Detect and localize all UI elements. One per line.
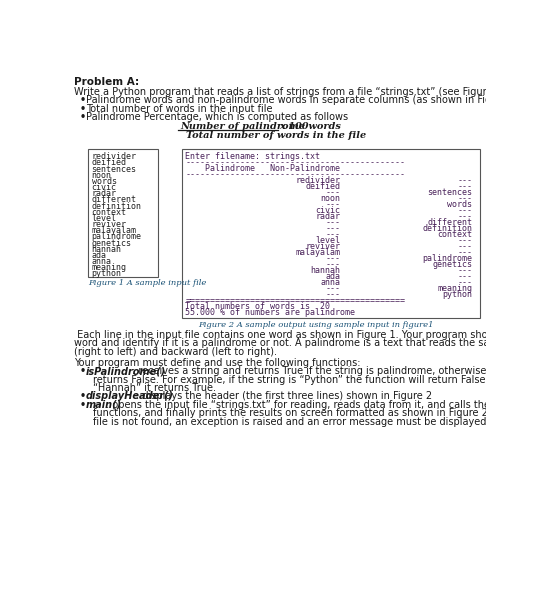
Text: Write a Python program that reads a list of strings from a file “strings.txt” (s: Write a Python program that reads a list… <box>73 87 540 97</box>
Text: different: different <box>91 196 137 204</box>
Text: ============================================: ========================================… <box>185 296 406 306</box>
Text: radar: radar <box>315 213 340 221</box>
Text: anna: anna <box>320 279 340 287</box>
Text: : opens the input file “strings.txt” for reading, reads data from it, and calls : : opens the input file “strings.txt” for… <box>106 400 529 410</box>
Text: --------------------------------------------: ----------------------------------------… <box>185 158 406 167</box>
Text: civic: civic <box>315 206 340 216</box>
Text: hannah: hannah <box>310 266 340 276</box>
Text: Enter filename: strings.txt: Enter filename: strings.txt <box>185 153 320 161</box>
Text: malayalam: malayalam <box>295 249 340 257</box>
Text: ---: --- <box>457 176 472 186</box>
Text: words: words <box>447 200 472 209</box>
Text: ---: --- <box>325 230 340 239</box>
Text: palindrome: palindrome <box>422 254 472 263</box>
Text: deified: deified <box>305 183 340 191</box>
Text: •: • <box>80 400 86 410</box>
Text: reviver: reviver <box>91 220 126 229</box>
Text: definition: definition <box>422 224 472 233</box>
Text: x 100: x 100 <box>279 123 308 131</box>
Text: malayalam: malayalam <box>91 226 137 235</box>
Text: genetics: genetics <box>432 260 472 269</box>
Text: noon: noon <box>91 171 112 180</box>
Text: (right to left) and backward (left to right).: (right to left) and backward (left to ri… <box>73 347 276 357</box>
Text: •: • <box>80 366 86 376</box>
Text: ada: ada <box>91 251 106 260</box>
Text: ---: --- <box>457 194 472 203</box>
Text: ---: --- <box>457 243 472 252</box>
Text: level: level <box>91 214 117 223</box>
Text: hannah: hannah <box>91 244 122 254</box>
Text: definition: definition <box>91 201 141 211</box>
Text: “Hannah” it returns True.: “Hannah” it returns True. <box>93 383 216 393</box>
Text: Palindrome   Non-Palindrome: Palindrome Non-Palindrome <box>185 164 340 173</box>
Text: ada: ada <box>325 273 340 282</box>
Text: ---: --- <box>325 219 340 227</box>
Text: ---: --- <box>457 183 472 191</box>
Text: returns False. For example, if the string is “Python” the function will return F: returns False. For example, if the strin… <box>93 375 540 385</box>
Text: python: python <box>442 290 472 299</box>
Text: ---: --- <box>325 224 340 233</box>
Text: ---: --- <box>457 206 472 216</box>
Text: Total number of words in the input file: Total number of words in the input file <box>86 104 273 114</box>
Text: different: different <box>427 219 472 227</box>
Text: Number of palindrome words: Number of palindrome words <box>180 123 341 131</box>
Text: displayHeader(): displayHeader() <box>86 392 174 402</box>
Text: sentences: sentences <box>427 188 472 197</box>
Text: file is not found, an exception is raised and an error message must be displayed: file is not found, an exception is raise… <box>93 417 489 427</box>
Text: isPalindrome(): isPalindrome() <box>86 366 166 376</box>
Text: genetics: genetics <box>91 239 132 247</box>
Text: ---: --- <box>457 236 472 246</box>
Text: deified: deified <box>91 158 126 167</box>
Text: ---: --- <box>325 290 340 299</box>
Text: word and identify if it is a palindrome or not. A palindrome is a text that read: word and identify if it is a palindrome … <box>73 338 540 348</box>
Bar <box>182 149 480 317</box>
Text: civic: civic <box>91 183 117 192</box>
Text: Total numbers of words is  20: Total numbers of words is 20 <box>185 302 330 312</box>
Text: radar: radar <box>91 189 117 198</box>
Text: Figure 2 A sample output using sample input in figure1: Figure 2 A sample output using sample in… <box>198 320 433 329</box>
Text: ---: --- <box>457 279 472 287</box>
Text: reviver: reviver <box>305 243 340 252</box>
Text: Problem A:: Problem A: <box>73 77 139 87</box>
Text: meaning: meaning <box>437 284 472 293</box>
Text: anna: anna <box>91 257 112 266</box>
Text: Palindrome words and non-palindrome words in separate columns (as shown in Figur: Palindrome words and non-palindrome word… <box>86 95 521 105</box>
Text: palindrome: palindrome <box>91 233 141 241</box>
Text: : displays the header (the first three lines) shown in Figure 2: : displays the header (the first three l… <box>136 392 431 402</box>
Text: ---: --- <box>325 260 340 269</box>
Text: main(): main() <box>86 400 122 410</box>
Text: python: python <box>91 269 122 279</box>
Text: : receives a string and returns True if the string is palindrome, otherwise it: : receives a string and returns True if … <box>132 366 496 376</box>
Text: ---: --- <box>457 213 472 221</box>
Text: ---: --- <box>457 266 472 276</box>
Text: Palindrome Percentage, which is computed as follows: Palindrome Percentage, which is computed… <box>86 112 348 123</box>
Text: redivider: redivider <box>91 153 137 161</box>
Text: Your program must define and use the following functions:: Your program must define and use the fol… <box>73 358 360 368</box>
Text: ---: --- <box>457 249 472 257</box>
Text: --------------------------------------------: ----------------------------------------… <box>185 170 406 179</box>
Bar <box>89 149 158 277</box>
Text: context: context <box>91 208 126 217</box>
Text: functions, and finally prints the results on screen formatted as shown in Figure: functions, and finally prints the result… <box>93 408 540 418</box>
Text: •: • <box>80 392 86 402</box>
Text: level: level <box>315 236 340 246</box>
Text: Total number of words in the file: Total number of words in the file <box>186 131 366 140</box>
Text: •: • <box>80 112 86 123</box>
Text: ---: --- <box>325 200 340 209</box>
Text: ---: --- <box>457 273 472 282</box>
Text: •: • <box>80 104 86 114</box>
Text: •: • <box>80 95 86 105</box>
Text: sentences: sentences <box>91 164 137 174</box>
Text: meaning: meaning <box>91 263 126 272</box>
Text: context: context <box>437 230 472 239</box>
Text: Each line in the input file contains one word as shown in Figure 1. Your program: Each line in the input file contains one… <box>73 330 540 340</box>
Text: 55.000 % of numbers are palindrome: 55.000 % of numbers are palindrome <box>185 309 355 317</box>
Text: noon: noon <box>320 194 340 203</box>
Text: redivider: redivider <box>295 176 340 186</box>
Text: ---: --- <box>325 254 340 263</box>
Text: words: words <box>91 177 117 186</box>
Text: ---: --- <box>325 188 340 197</box>
Text: Figure 1 A sample input file: Figure 1 A sample input file <box>89 279 207 287</box>
Text: ---: --- <box>325 284 340 293</box>
